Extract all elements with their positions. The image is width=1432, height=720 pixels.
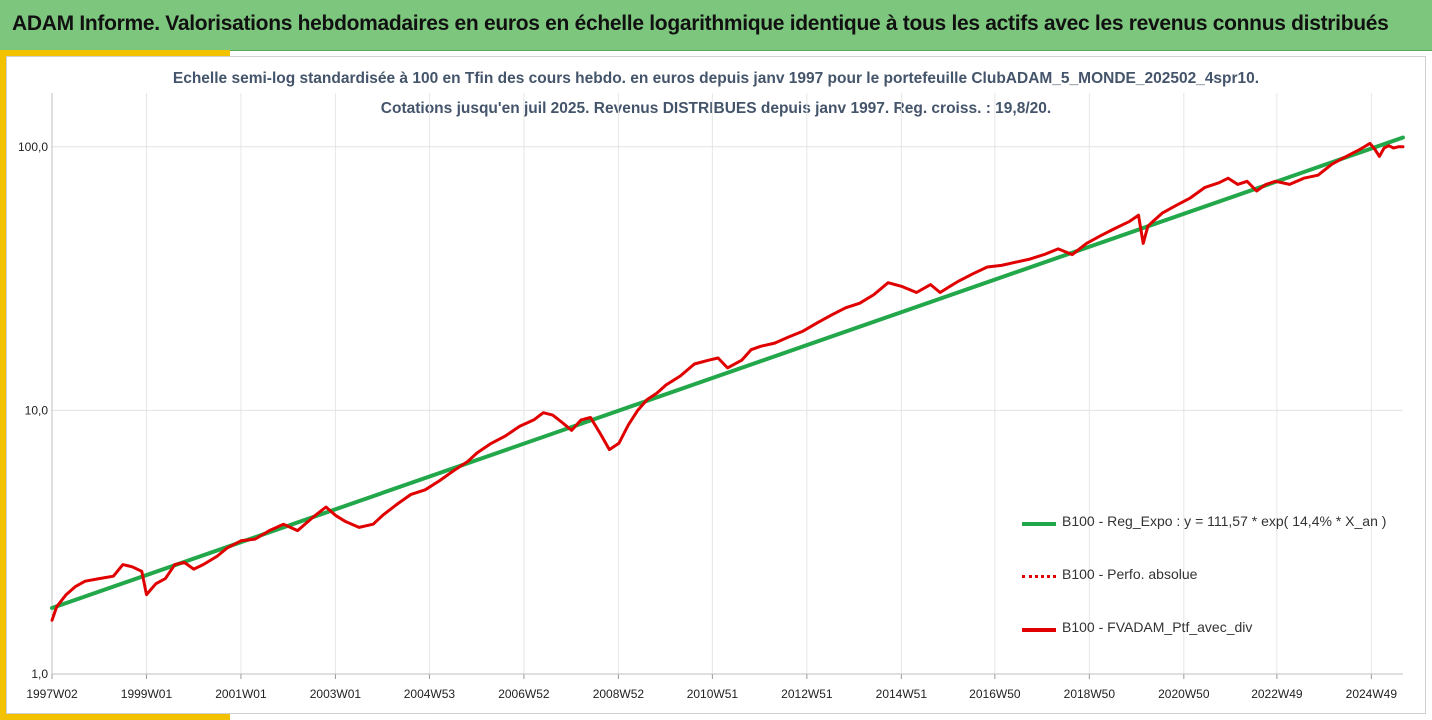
accent-bar-left [0, 50, 6, 720]
x-tick-label: 2024W49 [1346, 687, 1398, 701]
report-title: ADAM Informe. Valorisations hebdomadaire… [12, 12, 1389, 35]
x-tick-label: 1997W02 [26, 687, 78, 701]
x-tick-label: 2016W50 [969, 687, 1021, 701]
x-tick-label: 2020W50 [1158, 687, 1210, 701]
x-tick-label: 2006W52 [498, 687, 550, 701]
chart-subtitle: Cotations jusqu'en juil 2025. Revenus DI… [380, 100, 1052, 117]
series-layer [50, 135, 1405, 622]
chart-title: Echelle semi-log standardisée à 100 en T… [172, 70, 1260, 87]
grid-lines [51, 93, 1403, 675]
x-tick-label: 2012W51 [781, 687, 833, 701]
legend-swatch-regression [1022, 522, 1056, 526]
x-tick-label: 2014W51 [876, 687, 928, 701]
legend-label-perfo-absolue: B100 - Perfo. absolue [1062, 566, 1198, 582]
x-tick-label: 1999W01 [121, 687, 173, 701]
legend-label-portfolio: B100 - FVADAM_Ptf_avec_div [1062, 619, 1253, 635]
legend-swatch-portfolio [1022, 628, 1056, 632]
y-tick-label: 10,0 [25, 403, 49, 417]
x-tick-label: 2018W50 [1064, 687, 1116, 701]
series-line-portfolio [50, 141, 1405, 622]
y-tick-label: 1,0 [31, 667, 48, 681]
axes: 1997W02 1999W01 2001W01 2003W01 2004W53 2006W… [18, 93, 1403, 701]
accent-bar-top [0, 50, 230, 56]
x-tick-label: 2008W52 [593, 687, 645, 701]
chart-frame [6, 56, 1426, 714]
x-tick-label: 2022W49 [1251, 687, 1303, 701]
x-tick-label: 2001W01 [215, 687, 267, 701]
accent-bar-bottom [0, 714, 230, 720]
y-tick-label: 100,0 [18, 140, 48, 154]
x-tick-label: 2003W01 [310, 687, 362, 701]
legend-swatch-perfo-absolue [1022, 575, 1056, 578]
report-header: ADAM Informe. Valorisations hebdomadaire… [0, 0, 1432, 51]
legend-label-regression: B100 - Reg_Expo : y = 111,57 * exp( 14,4… [1062, 513, 1387, 529]
x-tick-label: 2010W51 [687, 687, 739, 701]
series-line-regression [50, 135, 1405, 610]
x-tick-label: 2004W53 [404, 687, 456, 701]
